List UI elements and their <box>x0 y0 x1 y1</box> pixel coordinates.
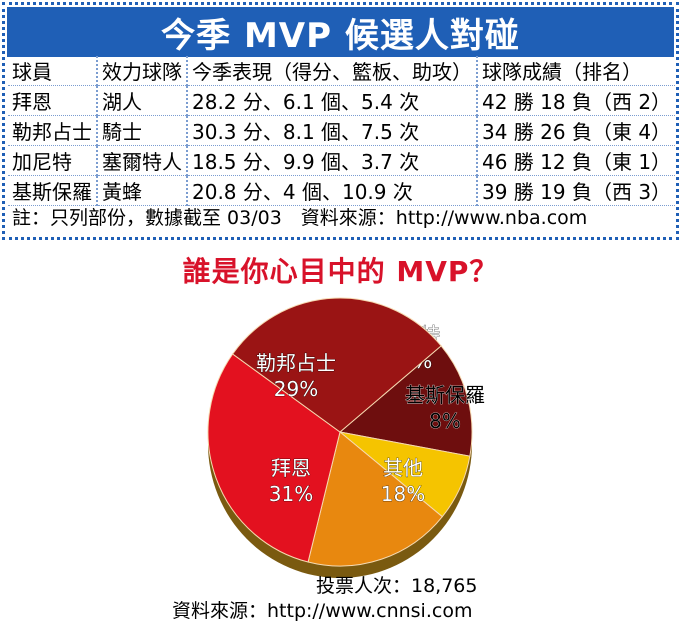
cell-record: 34 勝 26 負（東 4） <box>475 115 676 146</box>
cell-team: 騎士 <box>96 115 187 146</box>
cell-player: 基斯保羅 <box>8 175 97 206</box>
chart-title: 誰是你心目中的 MVP？ <box>182 255 499 288</box>
cell-player: 拜恩 <box>8 85 97 116</box>
cell-stats: 30.3 分、8.1 個、7.5 次 <box>186 115 477 146</box>
table-row: 拜恩 湖人 28.2 分、6.1 個、5.4 次 42 勝 18 負（西 2） <box>8 85 676 116</box>
table-note: 註：只列部份，數據截至 03/03 資料來源：http://www.nba.co… <box>12 207 588 229</box>
pie-label-2: 其他 <box>383 456 423 480</box>
pie-label-1: 基斯保羅 <box>405 383 485 407</box>
cell-player: 勒邦占士 <box>8 115 97 146</box>
cell-record: 42 勝 18 負（西 2） <box>475 85 676 116</box>
cell-record: 46 勝 12 負（東 1） <box>475 145 676 176</box>
pie-value-3: 31% <box>269 482 313 506</box>
table-row: 勒邦占士 騎士 30.3 分、8.1 個、7.5 次 34 勝 26 負（東 4… <box>8 115 676 146</box>
cell-team: 湖人 <box>96 85 187 116</box>
pie-label-4: 勒邦占士 <box>256 351 336 375</box>
cell-stats: 18.5 分、9.9 個、3.7 次 <box>186 145 477 176</box>
header-record: 球隊成績（排名） <box>475 56 676 86</box>
votes-count: 投票人次：18,765 <box>316 575 478 597</box>
cell-player: 加尼特 <box>8 145 97 176</box>
cell-stats: 28.2 分、6.1 個、5.4 次 <box>186 85 477 116</box>
pie-value-1: 8% <box>429 409 461 433</box>
pie-slice-0 <box>338 345 473 457</box>
header-team: 效力球隊 <box>96 56 187 86</box>
table-header-row: 球員 效力球隊 今季表現（得分、籃板、助攻） 球隊成績（排名） <box>8 56 676 86</box>
header-stats: 今季表現（得分、籃板、助攻） <box>186 56 477 86</box>
cell-record: 39 勝 19 負（西 3） <box>475 175 676 206</box>
cell-team: 塞爾特人 <box>96 145 187 176</box>
pie-value-4: 29% <box>274 377 318 401</box>
table-title: 今季 MVP 候選人對碰 <box>7 7 674 57</box>
chart-source: 資料來源：http://www.cnnsi.com <box>172 600 473 622</box>
cell-stats: 20.8 分、4 個、10.9 次 <box>186 175 477 206</box>
pie-slice-4 <box>231 297 442 433</box>
pie-slice-2 <box>307 431 443 567</box>
stats-table: 球員 效力球隊 今季表現（得分、籃板、助攻） 球隊成績（排名） 拜恩 湖人 28… <box>8 56 676 206</box>
pie-label-3: 拜恩 <box>271 456 311 480</box>
table-row: 基斯保羅 黃蜂 20.8 分、4 個、10.9 次 39 勝 19 負（西 3） <box>8 175 676 206</box>
header-player: 球員 <box>8 56 97 86</box>
cell-team: 黃蜂 <box>96 175 187 206</box>
pie-slice-3 <box>207 353 341 563</box>
table-row: 加尼特 塞爾特人 18.5 分、9.9 個、3.7 次 46 勝 12 負（東 … <box>8 145 676 176</box>
pie-value-2: 18% <box>381 482 425 506</box>
